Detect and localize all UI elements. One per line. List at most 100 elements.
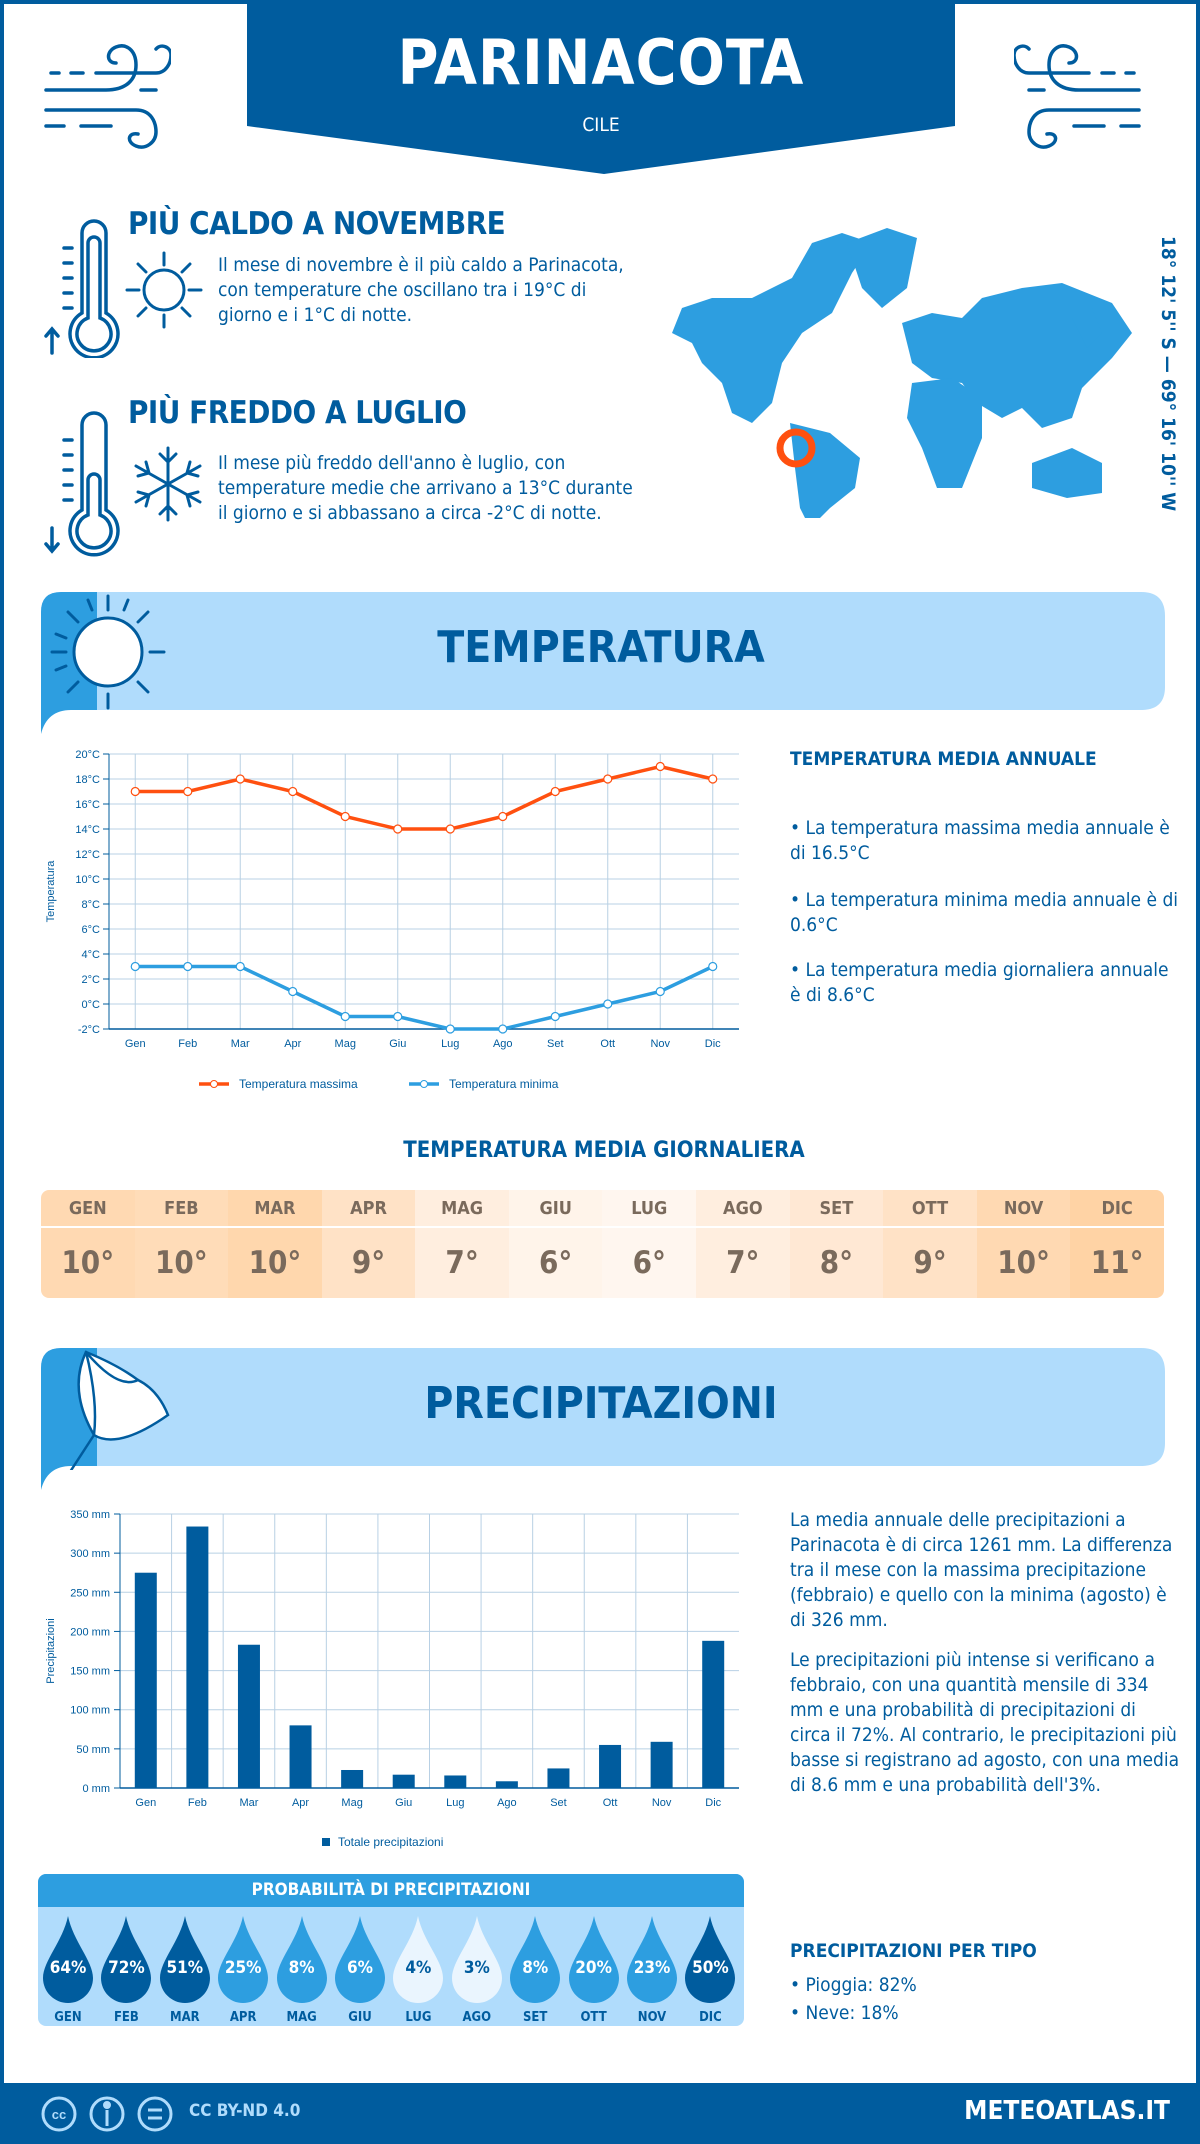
raindrop-icon <box>43 1916 93 2003</box>
thermometer-down-icon <box>44 411 120 557</box>
legend-label: Temperatura minima <box>449 1077 559 1091</box>
precip-probability-panel: PROBABILITÀ DI PRECIPITAZIONI 64% GEN 72% F… <box>38 1874 744 2026</box>
raindrop-icon <box>627 1916 677 2003</box>
license-label[interactable]: CC BY-ND 4.0 <box>189 2101 301 2121</box>
precip-type-title: PRECIPITAZIONI PER TIPO <box>790 1940 1037 1962</box>
temp-value: 6° <box>632 1245 666 1281</box>
x-tick-label: Set <box>547 1038 564 1050</box>
y-tick-label: 14°C <box>75 824 100 836</box>
temp-value: 10° <box>154 1245 208 1281</box>
data-point <box>603 999 613 1009</box>
y-axis-label: Precipitazioni <box>45 1618 57 1683</box>
bar-nov <box>650 1741 673 1788</box>
data-point <box>550 1011 560 1022</box>
thermometer-up-icon <box>44 219 120 358</box>
precip-summary: La media annuale delle precipitazioni a … <box>790 1509 1173 1631</box>
data-point <box>183 786 193 797</box>
header-banner <box>247 0 955 174</box>
raindrop-icon <box>510 1916 561 2003</box>
svg-text:cc: cc <box>52 2107 66 2122</box>
temp-value: 8° <box>819 1245 854 1281</box>
coldest-text: Il mese più freddo dell'anno è luglio, c… <box>218 452 633 524</box>
brand-link[interactable]: METEOATLAS.IT <box>964 2096 1170 2126</box>
bar-giu <box>392 1774 415 1788</box>
bar-ago <box>495 1781 518 1788</box>
x-tick-label: Ott <box>600 1038 615 1050</box>
x-tick-label: Ago <box>493 1038 513 1050</box>
y-tick-label: 350 mm <box>70 1509 110 1521</box>
precip-type-rain: • Pioggia: 82% <box>790 1974 917 1996</box>
raindrop-icon <box>218 1916 269 2003</box>
x-tick-label: Dic <box>705 1038 721 1050</box>
temp-value: 9° <box>351 1245 386 1281</box>
month-label: MAR <box>228 1190 322 1228</box>
y-tick-label: -2°C <box>78 1024 100 1036</box>
month-label: APR <box>229 2010 257 2025</box>
legend-marker <box>210 1080 218 1088</box>
month-label: NOV <box>976 1190 1071 1228</box>
month-label: DIC <box>699 2010 722 2025</box>
precip-probability-gen: 64% GEN <box>41 1916 95 2025</box>
x-tick-label: Apr <box>284 1038 301 1050</box>
cc-license-icons: cc <box>41 2096 173 2132</box>
daily-temp-cell-nov: NOV 10° <box>976 1190 1071 1298</box>
footer <box>0 2083 1200 2144</box>
month-label: NOV <box>637 2010 667 2025</box>
temp-value: 10° <box>61 1245 115 1281</box>
x-tick-label: Mag <box>335 1038 356 1050</box>
annual-temp-bullet: • La temperatura massima media annuale è… <box>790 817 1170 864</box>
y-tick-label: 150 mm <box>70 1666 110 1678</box>
month-label: SET <box>789 1190 884 1228</box>
sun-icon <box>50 594 166 710</box>
x-tick-label: Feb <box>178 1038 197 1050</box>
y-tick-label: 0°C <box>82 999 101 1011</box>
raindrop-icon <box>335 1916 385 2003</box>
daily-temp-cell-ott: OTT 9° <box>883 1190 977 1298</box>
data-point <box>603 774 613 784</box>
x-tick-label: Giu <box>395 1797 412 1809</box>
x-tick-label: Mar <box>231 1038 250 1050</box>
temperature-section-title: TEMPERATURA <box>437 622 765 673</box>
probability-value: 50% <box>692 1958 729 1978</box>
legend-label: Totale precipitazioni <box>338 1835 443 1849</box>
coldest-title: PIÙ FREDDO A LUGLIO <box>128 395 467 431</box>
daily-temp-cell-dic: DIC 11° <box>1070 1190 1164 1298</box>
temp-value: 9° <box>913 1245 947 1281</box>
precip-probability-giu: 6% GIU <box>333 1916 387 2025</box>
bar-apr <box>289 1725 312 1788</box>
precip-probability-set: 8% SET <box>508 1916 562 2025</box>
annual-temp-bullet: • La temperatura minima media annuale è … <box>790 889 1179 936</box>
daily-temp-title: TEMPERATURA MEDIA GIORNALIERA <box>403 1138 805 1163</box>
bar-set <box>547 1768 570 1788</box>
precip-probability-ott: 20% OTT <box>567 1916 621 2025</box>
y-tick-label: 20°C <box>75 749 100 761</box>
daily-temp-cell-lug: LUG 6° <box>602 1190 697 1298</box>
x-tick-label: Nov <box>650 1038 670 1050</box>
sun-icon <box>125 251 203 329</box>
coordinates-label: 18° 12' 5'' S — 69° 16' 10'' W <box>1157 236 1179 512</box>
data-point <box>498 1024 508 1034</box>
month-label: MAR <box>169 2010 200 2025</box>
month-label: FEB <box>113 2010 139 2025</box>
x-tick-label: Lug <box>446 1797 464 1809</box>
raindrop-icon <box>276 1916 327 2003</box>
month-label: GIU <box>348 2010 372 2025</box>
annual-temp-bullet: • La temperatura media giornaliera annua… <box>790 959 1169 1006</box>
y-tick-label: 250 mm <box>70 1587 110 1599</box>
probability-value: 64% <box>49 1958 87 1978</box>
probability-value: 8% <box>522 1958 549 1978</box>
data-point <box>288 986 298 997</box>
nd-icon <box>137 2096 173 2132</box>
data-point <box>708 961 718 972</box>
temp-value: 10° <box>997 1245 1050 1281</box>
y-tick-label: 8°C <box>82 899 101 911</box>
precip-probability-ago: 3% AGO <box>450 1916 504 2025</box>
daily-temp-cell-apr: APR 9° <box>321 1190 416 1298</box>
probability-value: 20% <box>575 1958 612 1978</box>
temperature-chart: -2°C 0°C 2°C 4°C 6°C 8°C 10°C 12°C 14°C 16°C 18°C 2… <box>45 749 739 1091</box>
raindrop-icon <box>393 1916 444 2003</box>
temp-value: 11° <box>1090 1245 1144 1281</box>
data-point <box>708 774 718 784</box>
data-point <box>235 774 245 784</box>
